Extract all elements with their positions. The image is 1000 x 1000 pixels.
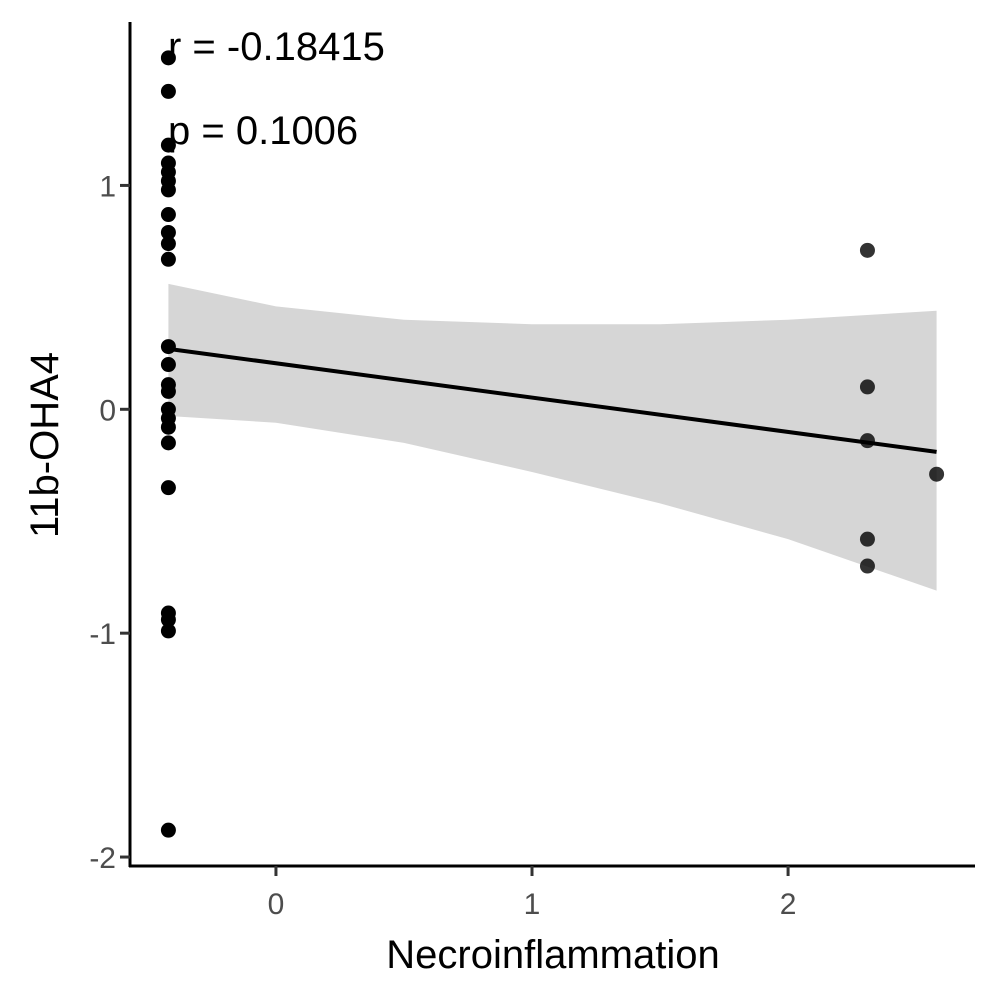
labels-layer: r = -0.18415 p = 0.1006 Necroinflammatio… [23, 25, 796, 977]
confidence-band [168, 283, 937, 591]
data-point [160, 822, 176, 838]
data-point [160, 50, 176, 66]
data-point [160, 207, 176, 223]
y-tick-label: -2 [89, 842, 116, 875]
data-point [160, 224, 176, 240]
data-point [160, 623, 176, 639]
y-tick-label: -1 [89, 618, 116, 651]
data-point [160, 251, 176, 267]
regression-line [168, 346, 937, 454]
data-point [859, 242, 875, 258]
data-point [859, 531, 875, 547]
data-point [160, 357, 176, 373]
data-point [929, 466, 945, 482]
data-point [160, 435, 176, 451]
data-point [859, 379, 875, 395]
data-point [160, 419, 176, 435]
x-tick-label: 1 [524, 888, 541, 921]
data-point [160, 339, 176, 355]
data-point [160, 236, 176, 252]
data-point [160, 182, 176, 198]
confidence-band-layer [168, 283, 937, 591]
data-point [160, 383, 176, 399]
data-point [859, 433, 875, 449]
x-tick-label: 0 [268, 888, 285, 921]
data-point [160, 137, 176, 153]
p-value-annotation: p = 0.1006 [168, 109, 358, 153]
x-tick-label: 2 [780, 888, 797, 921]
data-point [160, 83, 176, 99]
axes-layer [120, 22, 975, 876]
y-tick-label: 0 [99, 394, 116, 427]
x-axis-title: Necroinflammation [386, 933, 719, 977]
data-point [160, 480, 176, 496]
y-tick-label: 1 [99, 170, 116, 203]
data-point [859, 558, 875, 574]
data-points-layer [160, 50, 945, 838]
correlation-r-annotation: r = -0.18415 [168, 25, 385, 69]
data-point [160, 612, 176, 628]
regression-line-layer [168, 346, 937, 454]
y-axis-title: 11b-OHA4 [23, 352, 67, 538]
